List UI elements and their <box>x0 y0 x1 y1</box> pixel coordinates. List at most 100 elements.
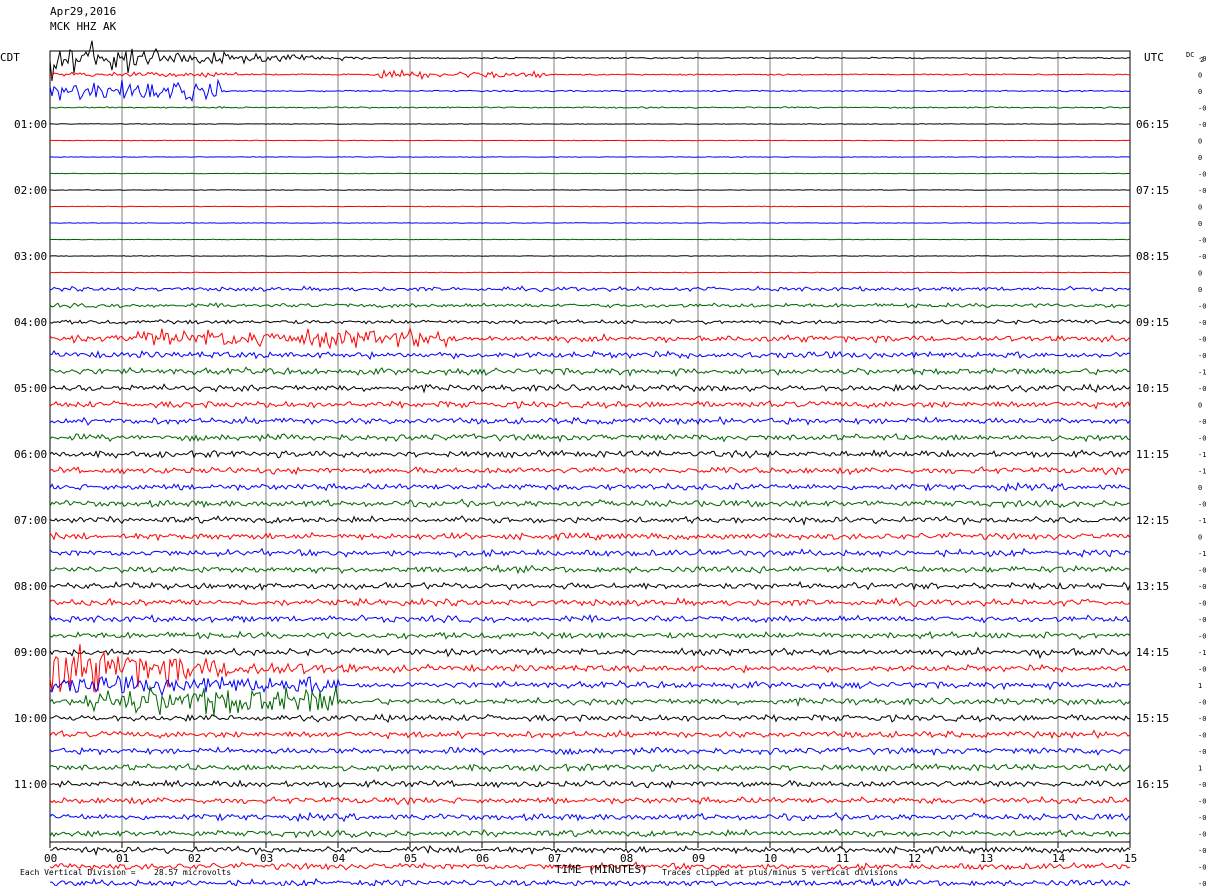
dc-offset-label: 0 <box>1198 534 1202 542</box>
dc-offset-label: -0 <box>1198 732 1206 740</box>
trace-line <box>49 861 1131 872</box>
trace-line <box>49 222 1131 224</box>
chart-grid <box>49 50 1131 848</box>
dc-offset-label: 1 <box>1198 682 1202 690</box>
dc-offset-label: -0 <box>1198 748 1206 756</box>
trace-line <box>49 795 1131 806</box>
hour-label-right: 14:15 <box>1136 646 1169 659</box>
x-tick-label: 09 <box>692 852 705 865</box>
trace-line <box>49 811 1131 823</box>
dc-offset-label: -0 <box>1198 121 1206 129</box>
dc-offset-label: -0 <box>1198 237 1206 245</box>
trace-line <box>49 828 1131 839</box>
date-label: Apr29,2016 <box>50 5 116 18</box>
dc-offset-label: -1 <box>1198 649 1206 657</box>
trace-line <box>49 515 1131 527</box>
hour-label-left: 11:00 <box>14 778 47 791</box>
dc-offset-label: -0 <box>1198 303 1206 311</box>
dc-offset-label: -0 <box>1198 616 1206 624</box>
left-timezone-label: CDT <box>0 51 20 64</box>
dc-offset-label: -0 <box>1198 352 1206 360</box>
x-tick-label: 13 <box>980 852 993 865</box>
x-tick-label: 00 <box>44 852 57 865</box>
trace-line <box>49 156 1131 158</box>
x-tick-label: 03 <box>260 852 273 865</box>
dc-offset-label: -0 <box>1198 336 1206 344</box>
hour-label-left: 07:00 <box>14 514 47 527</box>
trace-line <box>49 531 1131 542</box>
trace-line <box>49 596 1131 608</box>
trace-line <box>49 762 1131 773</box>
dc-offset-label: -0 <box>1198 699 1206 707</box>
dc-offset-label: -0 <box>1198 633 1206 641</box>
trace-line <box>49 383 1131 394</box>
dc-offset-label: -1 <box>1198 468 1206 476</box>
x-tick-label: 12 <box>908 852 921 865</box>
dc-offset-label: -0 <box>1198 798 1206 806</box>
station-label: MCK HHZ AK <box>50 20 117 33</box>
dc-value: 2 <box>1200 56 1204 64</box>
dc-offset-label: 0 <box>1198 72 1202 80</box>
dc-offset-label: -0 <box>1198 600 1206 608</box>
x-tick-label: 05 <box>404 852 417 865</box>
trace-line <box>49 685 1131 716</box>
hour-label-left: 05:00 <box>14 382 47 395</box>
trace-line <box>49 746 1131 757</box>
trace-line <box>49 255 1131 257</box>
dc-offset-label: 0 <box>1198 154 1202 162</box>
trace-line <box>49 205 1131 208</box>
trace-line <box>49 415 1131 426</box>
dc-offset-label: 1 <box>1198 765 1202 773</box>
x-axis-title: TIME (MINUTES) <box>555 863 648 876</box>
trace-line <box>50 238 1131 241</box>
dc-offset-label: 0 <box>1198 270 1202 278</box>
vertical-division-value: 28.57 microvolts <box>154 868 231 877</box>
trace-line <box>50 106 1131 109</box>
trace-line <box>49 845 1131 857</box>
dc-offset-label: -0 <box>1198 319 1206 327</box>
hour-label-right: 09:15 <box>1136 316 1169 329</box>
trace-line <box>49 613 1131 624</box>
trace-line <box>50 172 1131 175</box>
trace-line <box>49 498 1131 509</box>
x-tick-label: 11 <box>836 852 849 865</box>
chart-labels: Apr29,2016 MCK HHZ AK CDT UTC DC 2 TIME … <box>0 5 1206 886</box>
dc-offset-label: -0 <box>1198 501 1206 509</box>
hour-label-right: 16:15 <box>1136 778 1169 791</box>
clip-note: Traces clipped at plus/minus 5 vertical … <box>662 868 898 877</box>
dc-offset-label: 0 <box>1198 88 1202 96</box>
dc-offset-label: 0 <box>1198 204 1202 212</box>
trace-line <box>49 349 1131 361</box>
trace-line <box>49 466 1131 476</box>
dc-offset-label: -0 <box>1198 187 1206 195</box>
hour-label-right: 15:15 <box>1136 712 1169 725</box>
x-tick-label: 14 <box>1052 852 1066 865</box>
hour-label-left: 03:00 <box>14 250 47 263</box>
dc-offset-label: 0 <box>1198 402 1202 410</box>
trace-line <box>49 271 1131 274</box>
dc-offset-label: -0 <box>1198 385 1206 393</box>
dc-offset-label: -0 <box>1198 435 1206 443</box>
trace-line <box>49 449 1131 459</box>
right-timezone-label: UTC <box>1144 51 1164 64</box>
vertical-division-label: Each Vertical Division = <box>20 868 136 877</box>
dc-offset-label: -0 <box>1198 55 1206 63</box>
trace-line <box>49 644 1131 693</box>
dc-offset-label: -0 <box>1198 567 1206 575</box>
trace-line <box>49 481 1131 493</box>
x-tick-label: 01 <box>116 852 129 865</box>
x-tick-label: 08 <box>620 852 633 865</box>
hour-label-right: 11:15 <box>1136 448 1169 461</box>
dc-offset-label: -0 <box>1198 715 1206 723</box>
hour-label-right: 12:15 <box>1136 514 1169 527</box>
dc-offset-label: -1 <box>1198 369 1206 377</box>
dc-offset-label: -0 <box>1198 253 1206 261</box>
trace-line <box>49 729 1131 740</box>
dc-offset-label: -0 <box>1198 831 1206 839</box>
dc-offset-label: 0 <box>1198 484 1202 492</box>
hour-label-left: 08:00 <box>14 580 47 593</box>
trace-line <box>49 630 1131 640</box>
trace-line <box>49 547 1131 558</box>
dc-offset-label: -0 <box>1198 814 1206 822</box>
